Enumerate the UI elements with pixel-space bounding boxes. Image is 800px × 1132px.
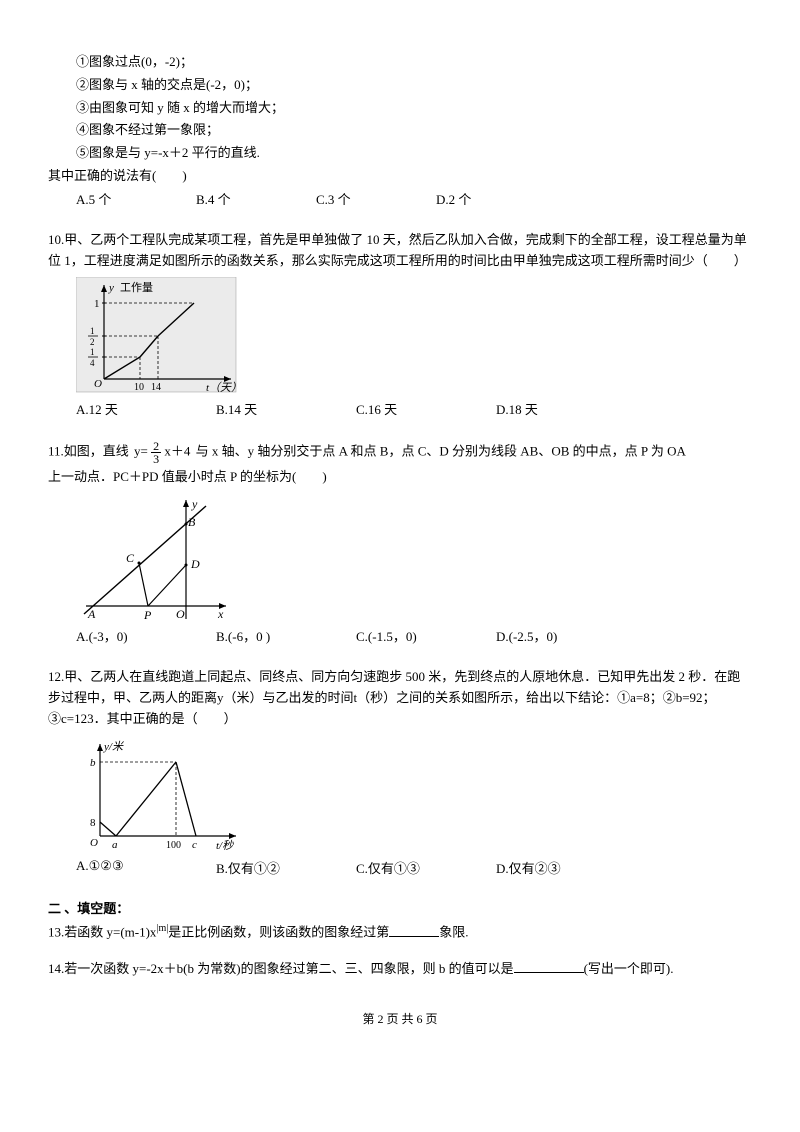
- q9-opt-c: C.3 个: [316, 189, 436, 208]
- svg-text:1: 1: [90, 347, 95, 357]
- svg-text:8: 8: [90, 817, 96, 829]
- q10-text: 10.甲、乙两个工程队完成某项工程，首先是甲单独做了 10 天，然后乙队加入合做…: [48, 230, 752, 272]
- svg-text:100: 100: [166, 840, 181, 851]
- q12-opt-b: B.仅有①②: [216, 858, 356, 877]
- q9-stmt1: ①图象过点(0，-2)；: [76, 52, 752, 73]
- svg-text:b: b: [90, 757, 96, 769]
- page-footer: 第 2 页 共 6 页: [48, 1010, 752, 1027]
- q9-stmt2: ②图象与 x 轴的交点是(-2，0)；: [76, 75, 752, 96]
- q10-opt-a: A.12 天: [76, 399, 216, 418]
- svg-text:c: c: [192, 839, 197, 851]
- q11-fraction: 2 3: [151, 440, 161, 465]
- q11-graph: y x A B C D O P: [76, 494, 752, 624]
- page-content: ①图象过点(0，-2)； ②图象与 x 轴的交点是(-2，0)； ③由图象可知 …: [0, 0, 800, 1057]
- q11-line1: 11.如图，直线 y= 2 3 x＋4 与 x 轴、y 轴分别交于点 A 和点 …: [48, 440, 752, 465]
- q9-options: A.5 个 B.4 个 C.3 个 D.2 个: [76, 189, 752, 208]
- q10-xlabel: t（天）: [206, 381, 241, 394]
- q12-options: A.①②③ B.仅有①② C.仅有①③ D.仅有②③: [76, 858, 752, 877]
- section-2-heading: 二 、填空题：: [48, 899, 752, 920]
- q14-blank: [514, 972, 584, 973]
- q11-opt-c: C.(-1.5，0): [356, 626, 496, 645]
- svg-text:C: C: [126, 551, 135, 565]
- q13-pre: 13.若函数 y=(m-1)x: [48, 925, 156, 940]
- q13-sup: |m|: [156, 923, 168, 934]
- svg-text:y/米: y/米: [103, 740, 124, 753]
- q10-opt-b: B.14 天: [216, 399, 356, 418]
- q12-opt-a: A.①②③: [76, 858, 216, 877]
- q12-graph: y/米 t/秒 O 8 b a 100 c: [76, 736, 752, 856]
- q11-line2: 上一动点．PC＋PD 值最小时点 P 的坐标为( ): [48, 467, 752, 488]
- svg-text:O: O: [94, 378, 102, 390]
- q12-text: 12.甲、乙两人在直线跑道上同起点、同终点、同方向匀速跑步 500 米，先到终点…: [48, 667, 752, 729]
- svg-text:4: 4: [90, 358, 95, 368]
- q9-opt-b: B.4 个: [196, 189, 316, 208]
- q13-mid: 是正比例函数，则该函数的图象经过第: [168, 925, 389, 940]
- q14-post: (写出一个即可).: [584, 961, 674, 976]
- q14: 14.若一次函数 y=-2x＋b(b 为常数)的图象经过第二、三、四象限，则 b…: [48, 959, 752, 980]
- svg-text:D: D: [190, 557, 200, 571]
- q13-post: 象限.: [439, 925, 468, 940]
- svg-text:A: A: [87, 607, 96, 621]
- q11-mid: 与 x 轴、y 轴分别交于点 A 和点 B，点 C、D 分别为线段 AB、OB …: [196, 444, 686, 459]
- q11-eq-post: x＋4: [164, 444, 190, 459]
- svg-text:a: a: [112, 839, 118, 851]
- q12-opt-d: D.仅有②③: [496, 858, 636, 877]
- svg-text:2: 2: [90, 337, 95, 347]
- svg-text:B: B: [188, 515, 196, 529]
- q10-opt-c: C.16 天: [356, 399, 496, 418]
- q13: 13.若函数 y=(m-1)x|m|是正比例函数，则该函数的图象经过第 象限.: [48, 921, 752, 943]
- svg-text:1: 1: [90, 326, 95, 336]
- q13-blank: [389, 936, 439, 937]
- q9-stmt4: ④图象不经过第一象限；: [76, 120, 752, 141]
- q12-opt-c: C.仅有①③: [356, 858, 496, 877]
- q11-eq-pre: y=: [134, 444, 148, 459]
- svg-text:P: P: [143, 608, 152, 622]
- q14-pre: 14.若一次函数 y=-2x＋b(b 为常数)的图象经过第二、三、四象限，则 b…: [48, 961, 514, 976]
- svg-text:1: 1: [94, 298, 100, 310]
- q9-stmt3: ③由图象可知 y 随 x 的增大而增大；: [76, 98, 752, 119]
- svg-text:t/秒: t/秒: [216, 839, 234, 852]
- q10-graph: y 工作量 t（天） O 1 1 2 1 4 10 14: [76, 277, 752, 397]
- q10-ylabel: 工作量: [120, 281, 153, 294]
- q9-opt-d: D.2 个: [436, 189, 556, 208]
- q11-opt-b: B.(-6，0 ): [216, 626, 356, 645]
- svg-text:O: O: [176, 607, 185, 621]
- q10-opt-d: D.18 天: [496, 399, 636, 418]
- svg-text:y: y: [191, 497, 198, 511]
- q11-opt-d: D.(-2.5，0): [496, 626, 636, 645]
- svg-text:x: x: [217, 607, 224, 621]
- svg-text:O: O: [90, 837, 98, 849]
- q9-lead: 其中正确的说法有( ): [48, 166, 752, 187]
- q10-options: A.12 天 B.14 天 C.16 天 D.18 天: [76, 399, 752, 418]
- svg-text:10: 10: [134, 382, 144, 393]
- q9-stmt5: ⑤图象是与 y=-x＋2 平行的直线.: [76, 143, 752, 164]
- q11-options: A.(-3，0) B.(-6，0 ) C.(-1.5，0) D.(-2.5，0): [76, 626, 752, 645]
- svg-text:y: y: [108, 282, 114, 294]
- q11-pre: 11.如图，直线: [48, 444, 129, 459]
- q11-opt-a: A.(-3，0): [76, 626, 216, 645]
- svg-text:14: 14: [151, 382, 161, 393]
- q9-opt-a: A.5 个: [76, 189, 196, 208]
